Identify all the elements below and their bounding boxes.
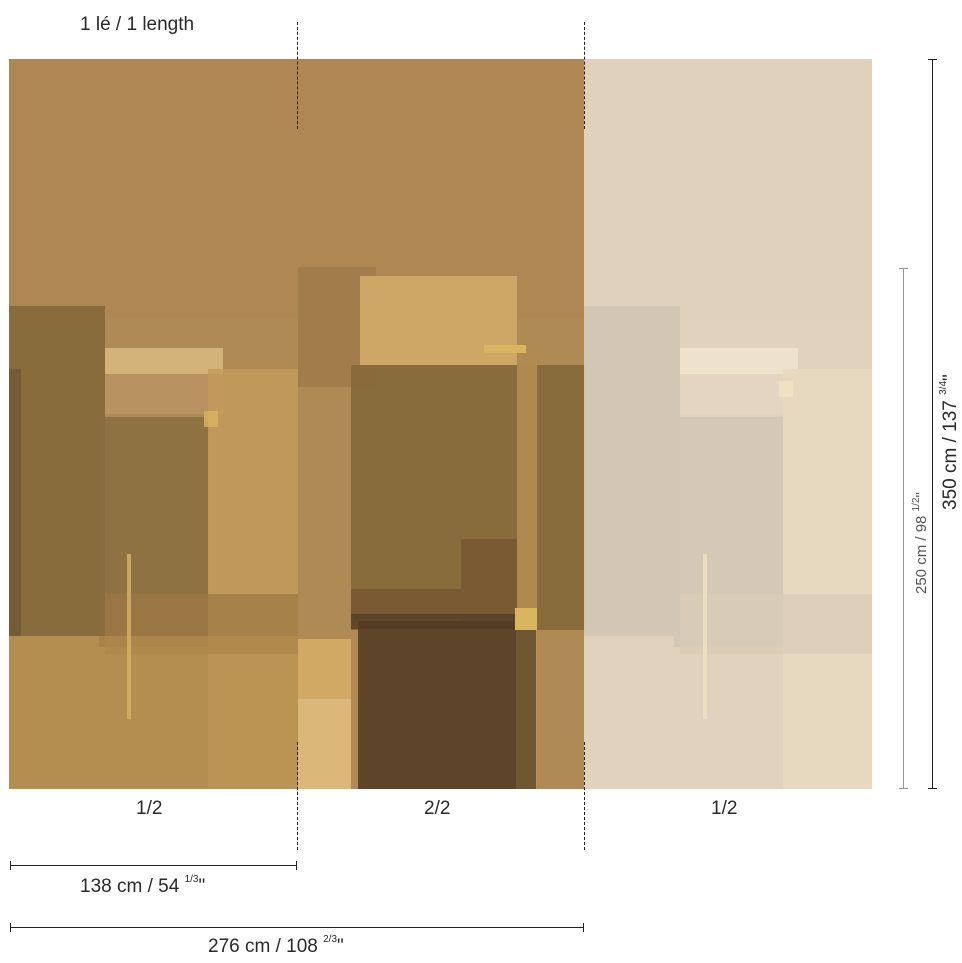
panel-label-middle: 2/2: [424, 798, 451, 819]
width-two-value: 276 cm / 108: [208, 936, 318, 957]
height-full-unit: ": [940, 374, 961, 381]
length-label: 1 lé / 1 length: [80, 14, 195, 35]
width-two-fraction: 2/3: [323, 934, 338, 945]
height-partial-unit: ": [913, 492, 930, 498]
seam-line-bottom-2: [584, 742, 585, 850]
seam-line-top-1: [297, 22, 298, 129]
seam-line-bottom-1: [297, 742, 298, 850]
wallpaper-mural: [9, 59, 872, 789]
height-full-value: 350 cm / 137: [940, 400, 961, 510]
mural-faded-overlay: [584, 59, 872, 789]
height-partial-value: 250 cm / 98: [913, 515, 930, 594]
panel-label-left: 1/2: [136, 798, 163, 819]
width-one-value: 138 cm / 54: [80, 876, 180, 897]
seam-line-top-2: [584, 22, 585, 129]
width-one-unit: ": [198, 876, 206, 897]
width-two-unit: ": [337, 936, 344, 957]
height-partial-fraction: 1/2: [911, 497, 922, 512]
width-one-fraction: 1/3: [184, 874, 199, 885]
panel-label-right: 1/2: [711, 798, 738, 819]
height-full-fraction: 3/4: [938, 380, 949, 395]
